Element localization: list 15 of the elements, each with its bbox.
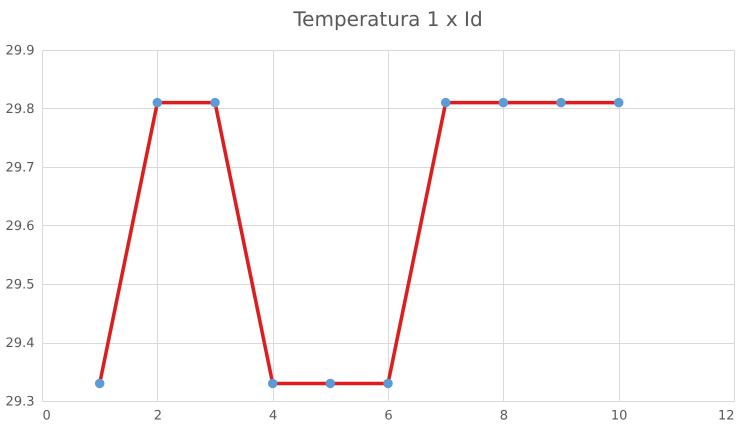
y-tick-label: 29.5 xyxy=(6,278,34,292)
chart-title: Temperatura 1 x Id xyxy=(292,7,483,31)
y-tick-label: 29.9 xyxy=(6,44,34,58)
x-tick-label: 6 xyxy=(384,408,393,424)
y-tick-label: 29.3 xyxy=(6,394,34,410)
x-tick-label: 4 xyxy=(269,408,278,424)
y-tick-label: 29.7 xyxy=(6,160,34,176)
x-tick-label: 12 xyxy=(718,408,734,424)
x-tick-label: 10 xyxy=(610,408,628,424)
x-tick-label: 2 xyxy=(154,408,162,424)
y-tick-label: 29.6 xyxy=(6,219,34,234)
y-tick-label: 29.8 xyxy=(6,102,34,117)
x-tick-label: 8 xyxy=(500,408,508,424)
x-tick-label: 0 xyxy=(42,408,51,424)
y-tick-label: 29.4 xyxy=(6,336,34,351)
